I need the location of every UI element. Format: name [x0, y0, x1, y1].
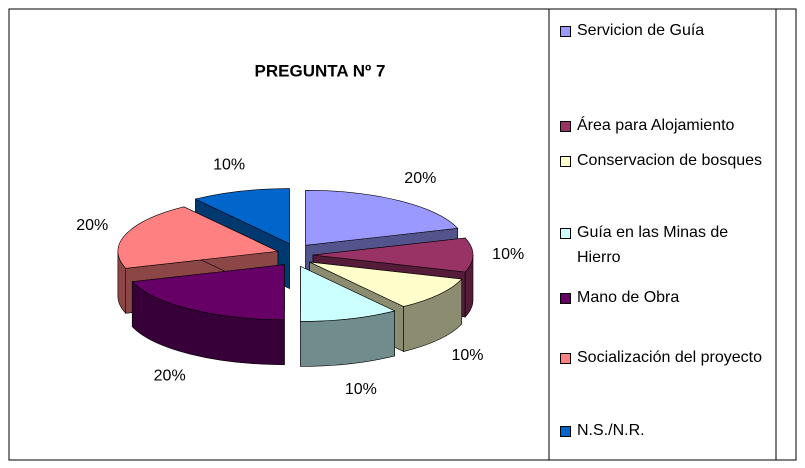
frame [8, 8, 797, 461]
slice [194, 188, 290, 245]
legend-swatch [560, 121, 571, 132]
value-label: 20% [404, 170, 436, 187]
legend-label: Área para Alojamiento [577, 117, 735, 134]
slice [309, 261, 463, 307]
legend-item: Mano de Obra [560, 285, 769, 310]
legend-label: Conservacion de bosques [577, 152, 763, 169]
legend-swatch [560, 293, 571, 304]
legend-item: Socialización del proyecto [560, 345, 769, 370]
legend-swatch [560, 353, 571, 364]
legend-item: N.S./N.R. [560, 418, 769, 443]
chart-title: PREGUNTA Nº 7 [255, 61, 386, 80]
value-label: 20% [76, 217, 108, 234]
value-label: 10% [213, 156, 245, 173]
value-label: 10% [345, 381, 377, 398]
legend-item: Servicion de Guía [560, 18, 769, 43]
slice [305, 189, 459, 246]
legend-label: Socialización del proyecto [577, 349, 762, 366]
legend-swatch [560, 228, 571, 239]
slice [312, 237, 474, 273]
legend-item: Área para Alojamiento [560, 113, 769, 138]
legend-item: Guía en las Minas de Hierro [560, 220, 769, 270]
value-label: 20% [154, 368, 186, 385]
legend-label: N.S./N.R. [577, 422, 645, 439]
legend-swatch [560, 426, 571, 437]
slice [300, 265, 396, 322]
legend-item: Conservacion de bosques [560, 148, 769, 173]
slice [131, 264, 285, 321]
legend-label: Mano de Obra [577, 289, 680, 306]
legend-label: Servicion de Guía [577, 22, 705, 39]
value-label: 10% [492, 246, 524, 263]
legend-swatch [560, 156, 571, 167]
slice [117, 206, 279, 269]
legend-swatch [560, 26, 571, 37]
value-label: 10% [451, 347, 483, 364]
legend-label: Guía en las Minas de Hierro [577, 224, 729, 266]
